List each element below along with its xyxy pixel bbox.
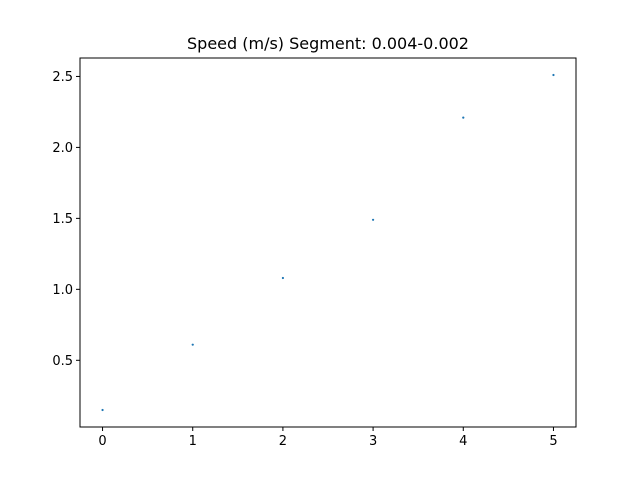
x-tick-label: 3 bbox=[369, 434, 377, 449]
x-axis-ticks: 0 1 2 3 4 5 bbox=[98, 427, 558, 449]
data-point bbox=[552, 73, 555, 77]
data-point bbox=[281, 276, 285, 280]
plot-frame bbox=[79, 57, 577, 428]
y-tick-label: 1.5 bbox=[52, 212, 73, 227]
y-tick-label: 0.5 bbox=[52, 354, 73, 369]
data-points bbox=[101, 73, 555, 412]
y-tick-label: 1.0 bbox=[52, 283, 73, 298]
data-point bbox=[371, 218, 375, 221]
x-tick-label: 0 bbox=[98, 434, 106, 449]
data-point bbox=[101, 408, 104, 412]
y-tick-label: 2.0 bbox=[52, 141, 73, 156]
x-tick-label: 2 bbox=[279, 434, 287, 449]
y-tick-label: 2.5 bbox=[52, 70, 73, 85]
chart-title: Speed (m/s) Segment: 0.004-0.002 bbox=[187, 34, 469, 53]
x-tick-label: 1 bbox=[189, 434, 197, 449]
x-tick-label: 5 bbox=[549, 434, 557, 449]
x-tick-label: 4 bbox=[459, 434, 467, 449]
data-point bbox=[191, 343, 194, 346]
data-point bbox=[462, 116, 465, 119]
y-axis-ticks: 0.5 1.0 1.5 2.0 2.5 bbox=[52, 70, 80, 369]
